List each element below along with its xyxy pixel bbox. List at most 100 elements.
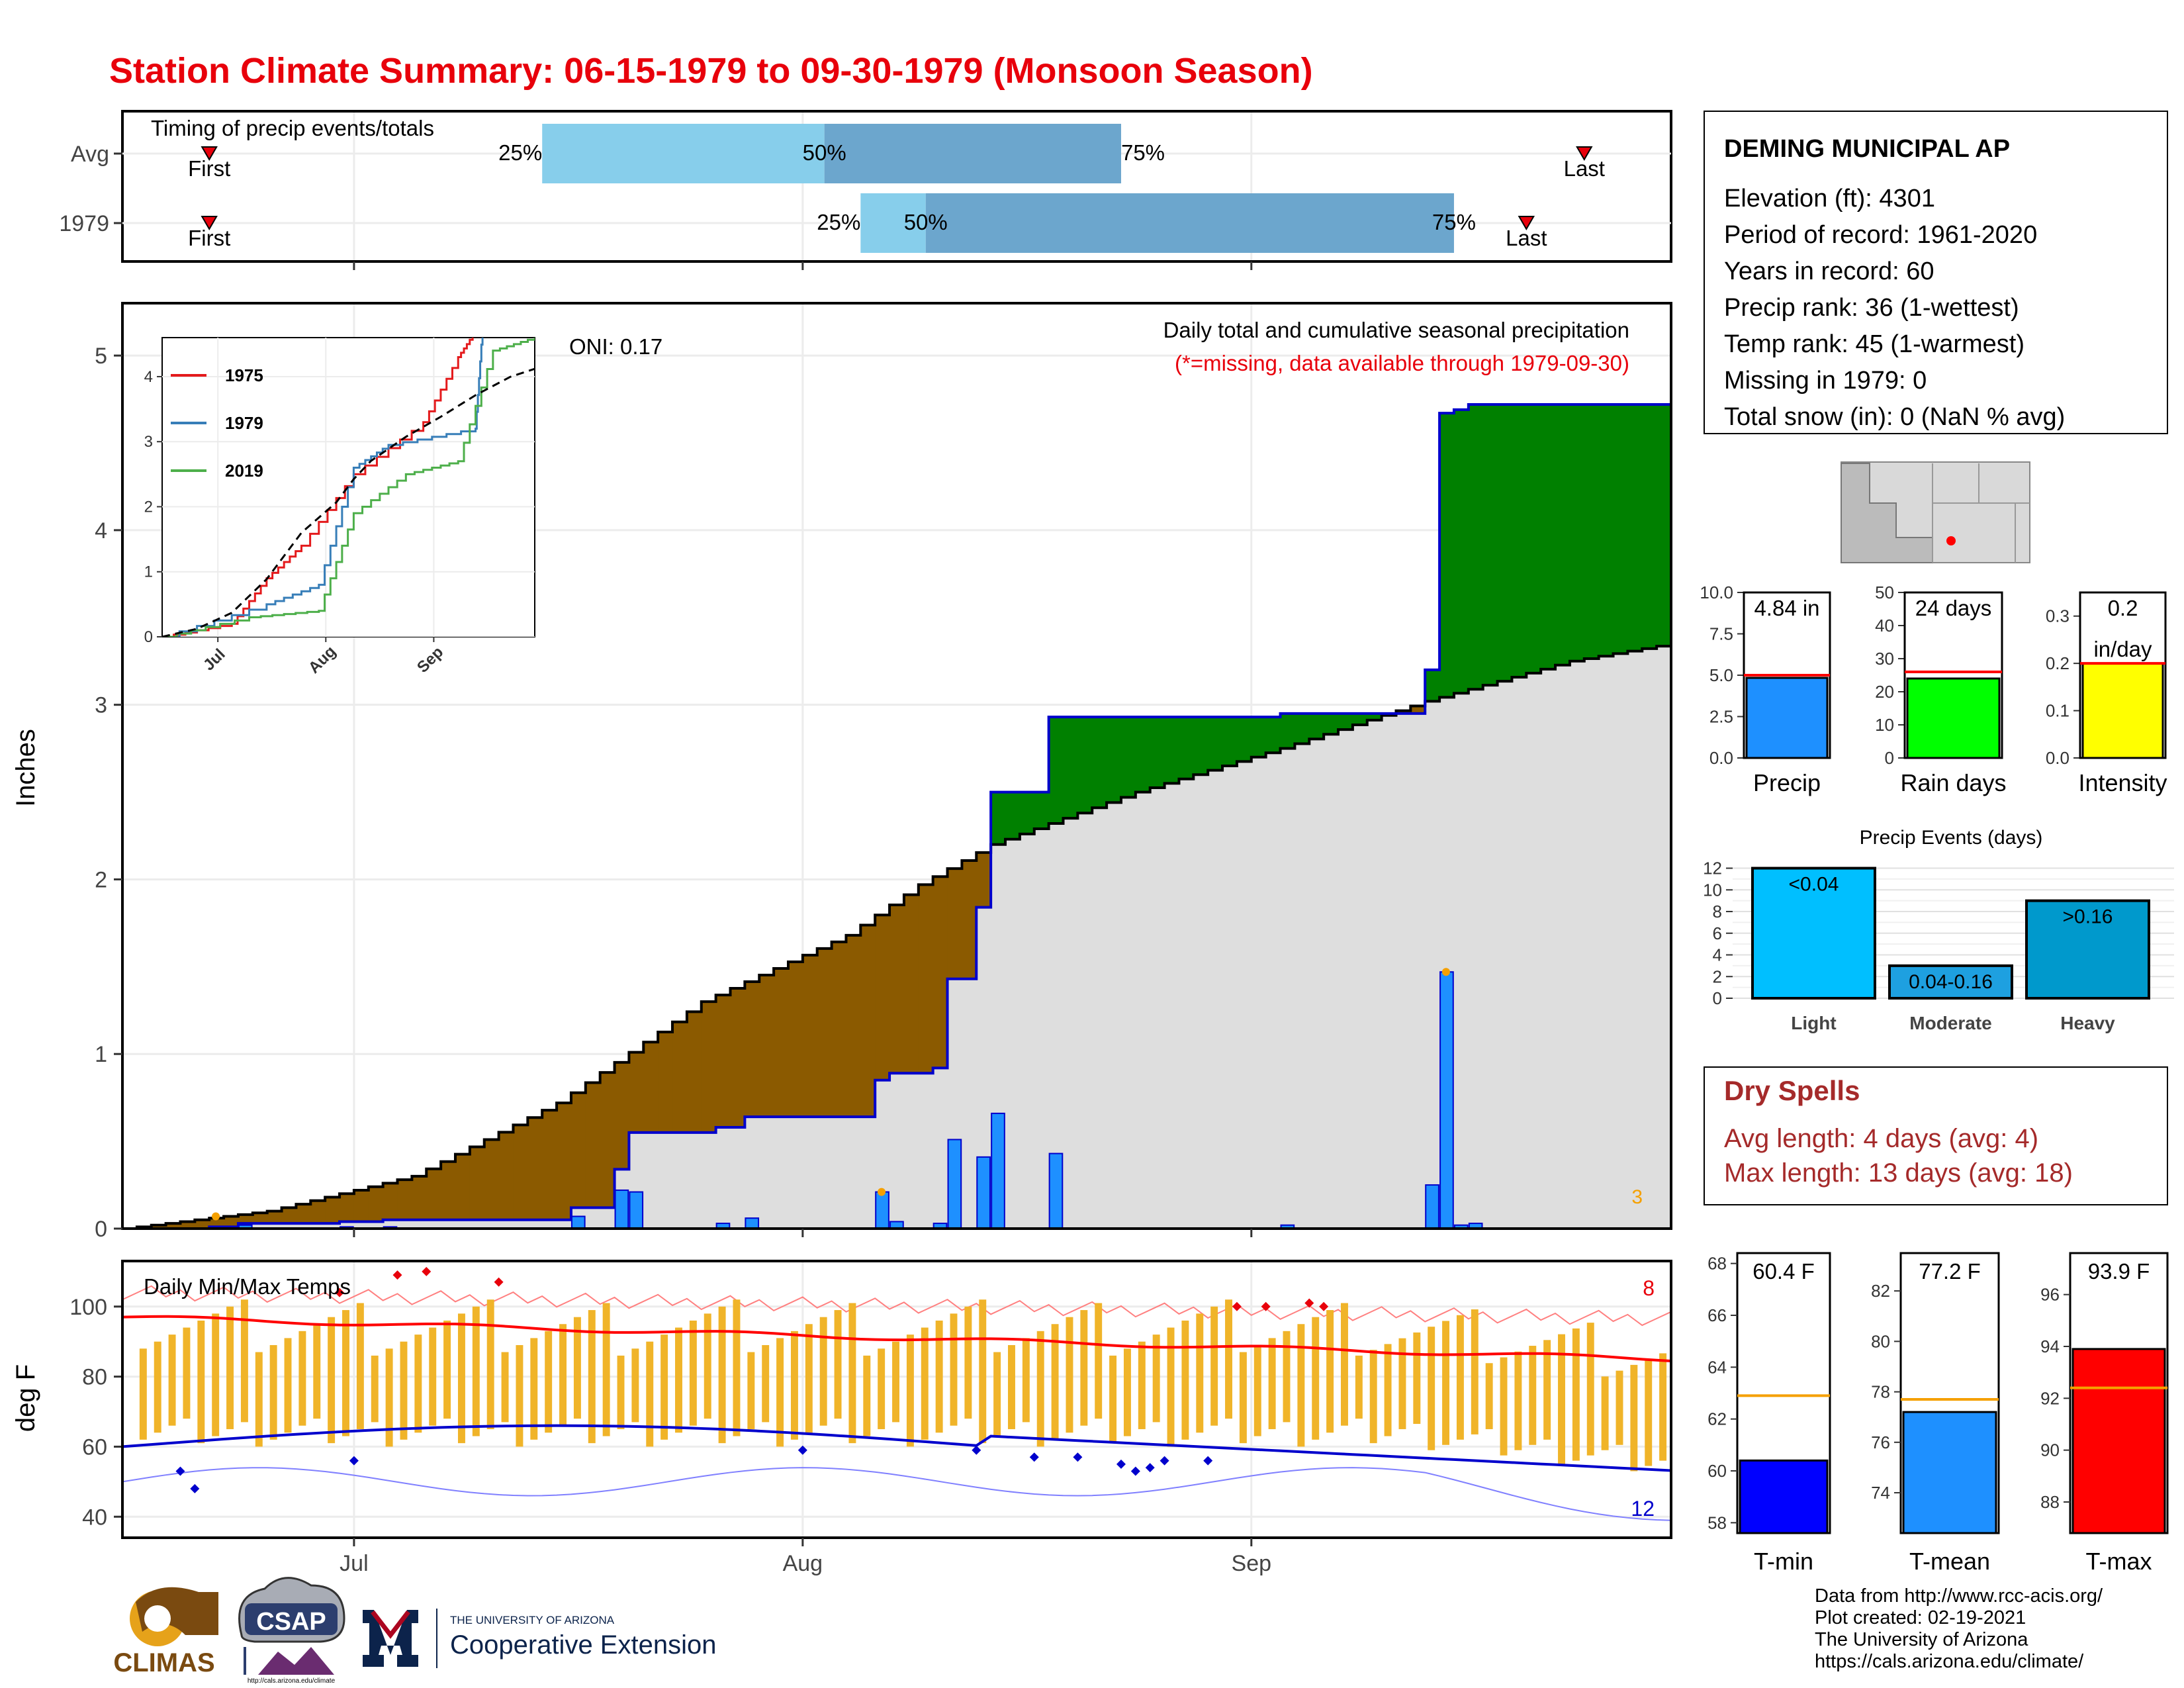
cumulative-difference-segment — [426, 1168, 441, 1220]
temp-bar-value-label: 60.4 F — [1752, 1259, 1815, 1284]
cumulative-base-segment — [1555, 665, 1570, 1229]
temp-bar-category-label: T-mean — [1909, 1548, 1990, 1575]
cumulative-difference-segment — [686, 1011, 702, 1133]
cumulative-base-segment — [310, 1223, 326, 1229]
daily-temp-bar — [1268, 1338, 1276, 1429]
daily-precip-bar — [991, 1112, 1005, 1229]
cumulative-base-segment — [1077, 813, 1093, 1229]
record-low-line — [122, 1467, 1672, 1521]
cumulative-difference-segment — [1584, 404, 1600, 659]
cumulative-base-segment — [1381, 715, 1397, 1229]
daily-temp-bar — [1095, 1303, 1103, 1419]
precip-ytick-label: 0 — [95, 1217, 107, 1242]
cumulative-difference-segment — [498, 1132, 514, 1220]
timing-last-marker — [1518, 216, 1535, 230]
record-high-marker — [1319, 1301, 1329, 1311]
station-info-line: Elevation (ft): 4301 — [1724, 185, 1935, 212]
cumulative-base-segment — [1324, 734, 1339, 1229]
record-low-marker — [175, 1466, 185, 1476]
cumulative-base-segment — [1453, 693, 1469, 1229]
cumulative-difference-segment — [1396, 710, 1411, 714]
oni-label: ONI: 0.17 — [569, 334, 662, 359]
timing-bar-50-75 — [925, 193, 1454, 253]
daily-temp-bar — [1500, 1357, 1508, 1456]
cumulative-difference-segment — [542, 1110, 557, 1220]
csap-logo-text: CSAP — [256, 1608, 326, 1636]
cumulative-difference-segment — [1019, 792, 1035, 834]
record-high-marker — [335, 1288, 345, 1297]
cumulative-base-segment — [933, 1068, 948, 1229]
cumulative-base-segment — [918, 1073, 934, 1229]
temp-bar-ytick-label: 58 — [1707, 1513, 1727, 1532]
cumulative-difference-segment — [846, 935, 861, 1117]
daily-temp-bar — [1312, 1317, 1320, 1440]
daily-temp-bar — [1558, 1334, 1565, 1466]
dry-spells-box: Dry Spells Avg length: 4 days (avg: 4) M… — [1704, 1066, 2168, 1205]
cumulative-base-segment — [1584, 658, 1600, 1229]
cumulative-difference-segment — [513, 1125, 528, 1220]
cumulative-base-segment — [1005, 839, 1021, 1229]
inset-series-line-2019 — [162, 338, 535, 637]
cumulative-difference-segment — [1107, 717, 1122, 803]
temp-bar-ytick-label: 66 — [1707, 1305, 1727, 1325]
daily-temp-bar — [313, 1324, 321, 1419]
events-bar-label: 0.04-0.16 — [1909, 971, 1993, 993]
timing-first-label: First — [188, 226, 230, 250]
daily-temp-bar — [704, 1313, 711, 1419]
events-category-label: Heavy — [2060, 1013, 2115, 1033]
daily-temp-bar — [573, 1317, 581, 1419]
cumulative-base-segment — [1150, 787, 1165, 1229]
cumulative-difference-segment — [658, 1031, 673, 1133]
timing-bar-50-75 — [824, 124, 1121, 183]
cumulative-base-segment — [1352, 725, 1368, 1229]
station-info-line: Total snow (in): 0 (NaN % avg) — [1724, 403, 2065, 431]
record-low-marker — [349, 1456, 359, 1466]
daily-temp-bar — [1428, 1327, 1435, 1450]
cumulative-base-segment — [903, 1073, 919, 1229]
cumulative-base-segment — [1309, 739, 1324, 1229]
observed-cumulative-line — [122, 402, 1671, 1230]
events-title: Precip Events (days) — [1860, 827, 2043, 849]
daily-precip-bar — [614, 1189, 629, 1230]
inset-plot-area — [162, 338, 535, 637]
cumulative-difference-segment — [1120, 717, 1136, 798]
inset-ytick-label: 3 — [144, 433, 153, 451]
csap-logo: CSAP http://cals.arizona.edu/climate — [238, 1577, 345, 1685]
mini-value-label: 0.2 — [2108, 596, 2138, 620]
daily-temp-bar — [197, 1320, 205, 1444]
daily-temp-bar — [979, 1299, 987, 1444]
cumulative-difference-segment — [817, 948, 833, 1117]
mini-ytick-label: 0.1 — [2046, 701, 2070, 721]
cumulative-difference-segment — [1569, 404, 1585, 661]
daily-temp-bar — [328, 1317, 336, 1444]
timing-row-label: 1979 — [59, 211, 109, 236]
avg-tmax-line — [122, 1315, 1672, 1362]
record-low-marker — [972, 1445, 981, 1455]
inset-legend-label: 2019 — [225, 461, 263, 481]
temp-bar-category-label: T-min — [1754, 1548, 1813, 1575]
temp-ylabel: deg F — [11, 1364, 40, 1432]
daily-precip-bar — [745, 1217, 760, 1229]
timing-panel: Timing of precip events/totals Avg 25% 50%… — [59, 110, 1672, 263]
cumulative-difference-segment — [1657, 404, 1672, 647]
cumulative-difference-segment — [903, 894, 919, 1074]
footer-line: Data from http://www.rcc-acis.org/ — [1815, 1585, 2103, 1607]
events-bar-label: <0.04 — [1789, 874, 1839, 896]
cumulative-difference-segment — [1048, 717, 1064, 824]
cumulative-difference-segment — [1251, 717, 1267, 757]
daily-temp-bar — [1181, 1320, 1189, 1440]
mini-ytick-label: 0.0 — [2046, 748, 2070, 768]
cumulative-difference-segment — [1179, 717, 1194, 779]
cumulative-difference-segment — [1598, 404, 1614, 657]
temp-bar-ytick-label: 94 — [2040, 1336, 2060, 1356]
record-low-marker — [190, 1483, 200, 1493]
daily-temp-bar — [848, 1303, 856, 1444]
daily-temp-bar — [660, 1335, 668, 1440]
cumulative-base-segment — [1512, 677, 1527, 1229]
daily-precip-bar — [1048, 1152, 1064, 1230]
temp-bar-ytick-label: 62 — [1707, 1409, 1727, 1429]
temp-ytick-label: 60 — [82, 1434, 107, 1460]
mini-ytick-label: 5.0 — [1709, 665, 1733, 685]
daily-temp-bar — [1456, 1315, 1464, 1440]
